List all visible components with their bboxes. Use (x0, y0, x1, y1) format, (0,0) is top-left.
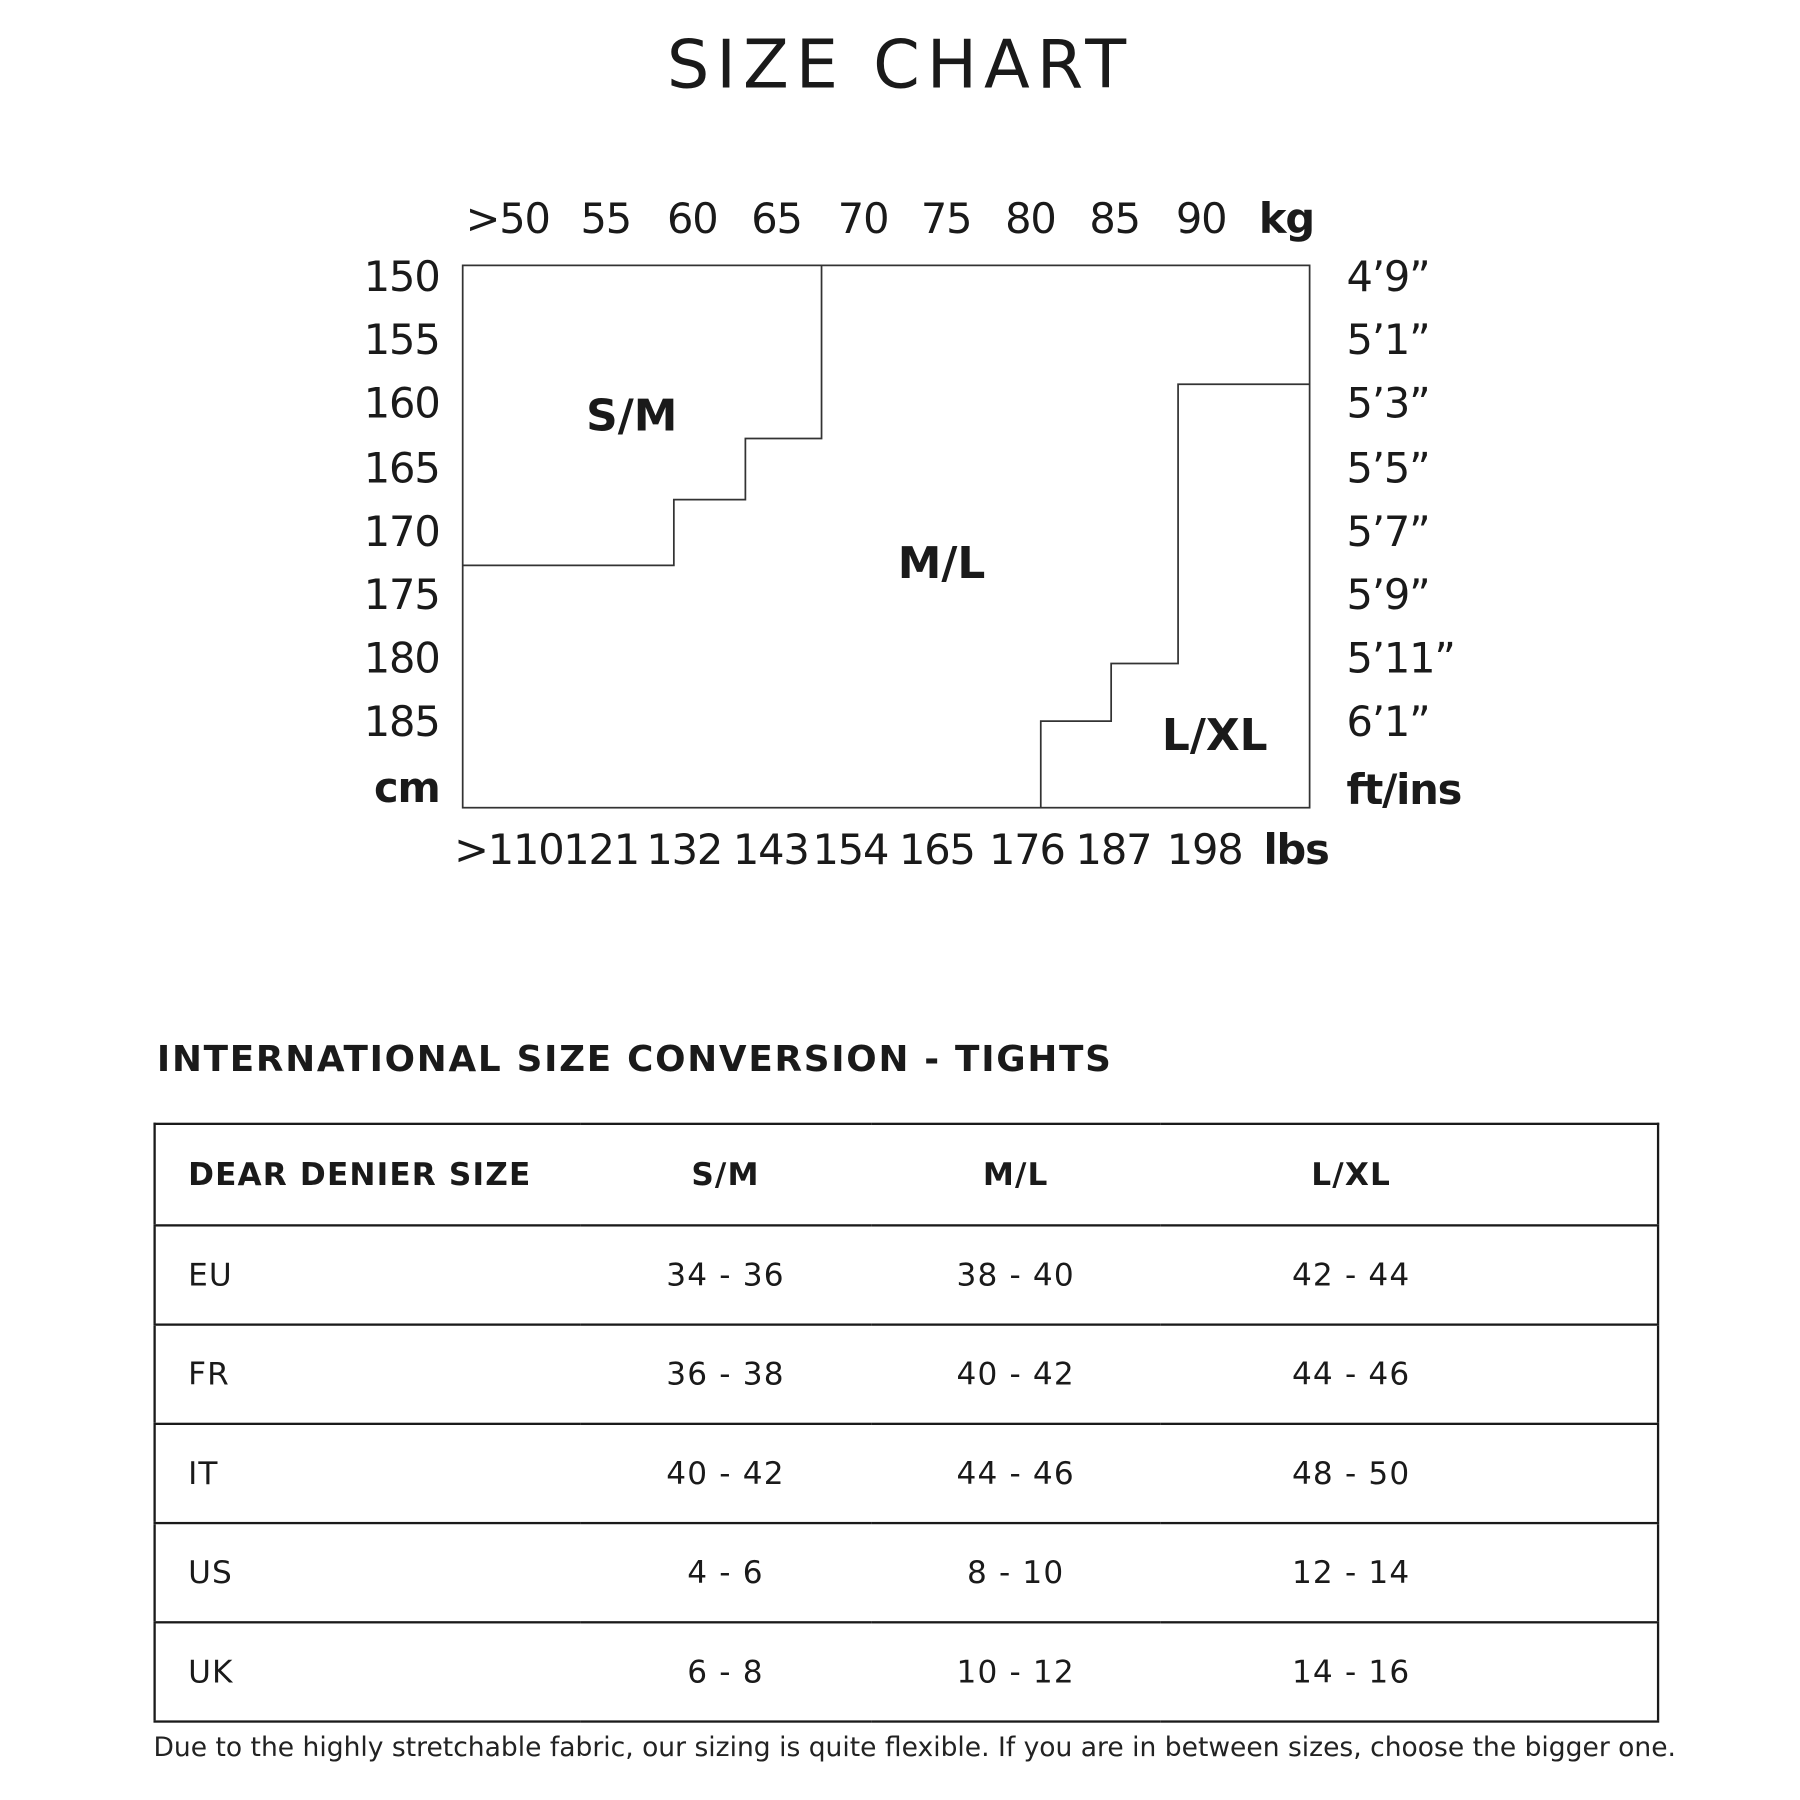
y-left-tick: 180 (363, 635, 441, 684)
header-cell: M/L (870, 1123, 1161, 1227)
table-cell: 12 - 14 (1160, 1523, 1659, 1624)
table-cell: 36 - 38 (580, 1324, 871, 1425)
x-top-tick: >50 (465, 196, 551, 244)
x-bottom-tick: 132 (646, 827, 723, 875)
y-right-tick: 5’5” (1346, 444, 1431, 493)
table-cell: 10 - 12 (870, 1622, 1161, 1723)
sm-ml-boundary (462, 265, 823, 567)
chart-frame (461, 264, 1311, 809)
y-right-tick: 5’1” (1346, 317, 1431, 365)
y-left-tick: 185 (363, 699, 441, 747)
x-top-unit: kg (1258, 196, 1315, 244)
table-cell: EU (154, 1225, 581, 1326)
table-cell: 44 - 46 (870, 1423, 1161, 1525)
table-cell: 38 - 40 (870, 1225, 1161, 1326)
header-cell: DEAR DENIER SIZE (154, 1123, 581, 1227)
x-bottom-tick: 176 (989, 827, 1066, 875)
region-label-lxl: L/XL (1161, 709, 1268, 761)
region-label-sm: S/M (586, 389, 678, 441)
table-row: IT 40 - 42 44 - 46 48 - 50 (154, 1423, 1659, 1525)
table-cell: UK (154, 1622, 581, 1723)
x-bottom-tick: >110 (454, 827, 565, 875)
table-cell: 34 - 36 (580, 1225, 871, 1326)
ml-lxl-boundary (1039, 383, 1310, 808)
table-cell: 42 - 44 (1160, 1225, 1659, 1326)
table-cell: FR (154, 1324, 581, 1425)
x-top-tick: 75 (920, 196, 973, 244)
y-right-unit: ft/ins (1346, 767, 1463, 815)
x-top-tick: 60 (667, 196, 719, 244)
table-cell: 8 - 10 (870, 1523, 1161, 1624)
table-cell: US (154, 1523, 581, 1624)
y-right-tick: 6’1” (1346, 699, 1431, 747)
table-row: EU 34 - 36 38 - 40 42 - 44 (154, 1225, 1659, 1326)
table-cell: 14 - 16 (1160, 1622, 1659, 1723)
table-cell: 44 - 46 (1160, 1324, 1659, 1425)
y-right-tick: 4’9” (1346, 253, 1431, 302)
table-cell: 40 - 42 (870, 1324, 1161, 1425)
x-bottom-tick: 187 (1075, 827, 1153, 875)
x-top-tick: 85 (1089, 196, 1141, 244)
y-left-tick: 155 (363, 317, 441, 365)
page-title: SIZE CHART (666, 25, 1134, 104)
y-left-unit: cm (374, 764, 441, 813)
x-bottom-unit: lbs (1263, 827, 1329, 875)
x-top-tick: 70 (837, 196, 890, 244)
x-bottom-tick: 198 (1166, 827, 1244, 875)
region-label-ml: M/L (897, 537, 986, 589)
y-left-tick: 170 (363, 508, 441, 556)
size-chart-diagram (461, 264, 1311, 809)
table-cell: 40 - 42 (580, 1423, 871, 1525)
table-row: FR 36 - 38 40 - 42 44 - 46 (154, 1324, 1659, 1425)
x-bottom-tick: 154 (812, 827, 889, 875)
table-cell: 4 - 6 (580, 1523, 871, 1624)
x-bottom-tick: 165 (899, 827, 976, 875)
y-left-tick: 175 (363, 572, 441, 620)
y-left-tick: 165 (363, 444, 441, 493)
table-row: UK 6 - 8 10 - 12 14 - 16 (154, 1622, 1659, 1723)
x-bottom-tick: 121 (563, 827, 640, 875)
y-right-tick: 5’9” (1346, 572, 1431, 620)
header-cell: L/XL (1160, 1123, 1659, 1227)
table-cell: 6 - 8 (580, 1622, 871, 1723)
x-top-tick: 90 (1175, 196, 1228, 244)
footnote: Due to the highly stretchable fabric, ou… (153, 1733, 1676, 1764)
x-top-tick: 55 (580, 196, 632, 244)
y-right-tick: 5’3” (1346, 381, 1431, 429)
y-left-tick: 160 (363, 381, 441, 429)
x-top-tick: 65 (751, 196, 803, 244)
table-subtitle: INTERNATIONAL SIZE CONVERSION - TIGHTS (156, 1038, 1113, 1080)
y-left-tick: 150 (363, 253, 441, 302)
size-conversion-table: DEAR DENIER SIZE S/M M/L L/XL EU 34 - 36 3… (153, 1122, 1660, 1723)
y-right-tick: 5’11” (1346, 635, 1456, 684)
header-cell: S/M (580, 1123, 871, 1227)
y-right-tick: 5’7” (1346, 508, 1431, 556)
x-top-tick: 80 (1005, 196, 1057, 244)
table-header-row: DEAR DENIER SIZE S/M M/L L/XL (154, 1123, 1659, 1227)
x-bottom-tick: 143 (732, 827, 810, 875)
table-cell: 48 - 50 (1160, 1423, 1659, 1525)
table-cell: IT (154, 1423, 581, 1525)
